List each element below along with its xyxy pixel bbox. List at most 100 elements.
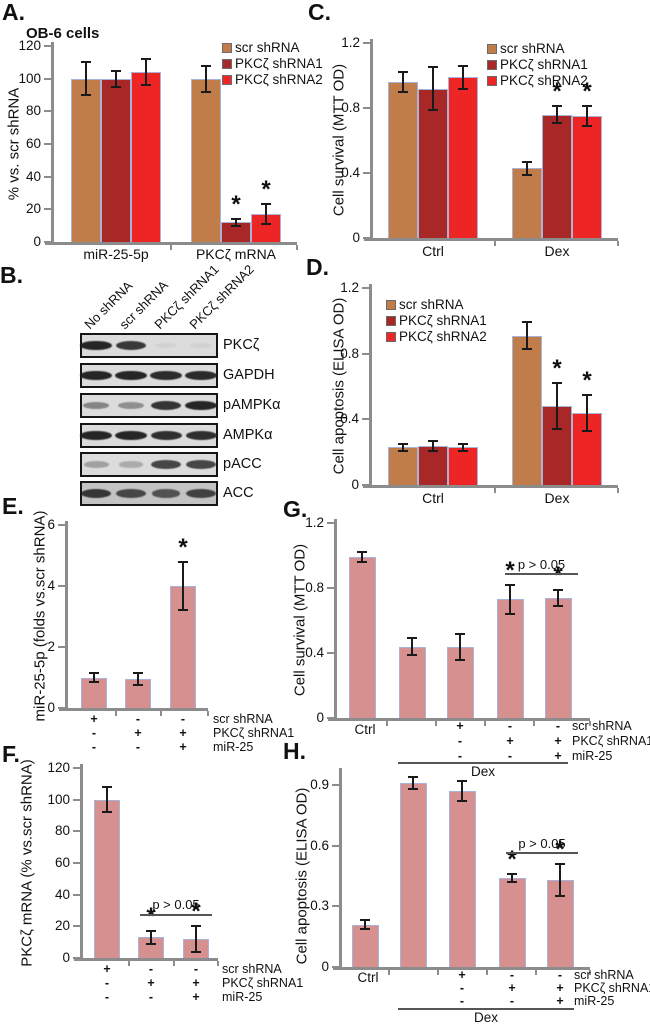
blot-band [83,461,109,468]
condition-sign: - [193,962,199,976]
condition-sign: - [104,976,110,990]
error-bar [205,65,207,92]
error-bar [402,72,404,92]
legend-label: PKCζ shRNA2 [399,329,487,344]
error-bar-cap [428,449,438,452]
error-bar [361,552,363,562]
y-tick [44,45,52,47]
category-label: miR-25-5p [83,246,149,262]
blot-row-label: ACC [223,485,254,501]
error-bar [509,584,511,614]
error-bar-cap [357,561,367,563]
legend-label: scr shRNA [500,41,565,56]
x-axis [74,958,218,961]
error-bar-cap [360,919,370,922]
error-bar [93,672,95,683]
bar [448,77,478,238]
condition-row-label: scr shRNA [572,719,632,733]
bar [191,78,221,242]
y-axis-label: PKCζ mRNA (% vs.scr shRNA) [18,759,36,967]
bar [448,791,476,967]
bar [512,168,542,238]
x-axis [363,485,618,488]
blot-band [151,489,181,498]
panel-label-F: F. [2,741,20,767]
error-bar-cap [522,160,532,163]
error-bar-cap [582,429,592,432]
y-tick-label: 0 [352,230,360,245]
legend-swatch [386,316,396,326]
pvalue-label: p > 0.05 [518,836,566,851]
bar [544,597,572,718]
condition-sign: - [148,962,154,976]
error-bar-cap [522,173,532,176]
error-bar [432,440,434,451]
legend-swatch [487,76,497,86]
blot-band [115,430,147,441]
y-tick-label: 0 [316,710,324,725]
y-tick [362,484,370,486]
y-tick [58,707,66,709]
error-bar-cap [505,613,515,615]
condition-sign: + [192,976,200,990]
error-bar [265,204,267,225]
dex-span-label: Dex [473,1010,498,1025]
condition-sign: + [508,981,516,995]
error-bar-cap [457,779,467,782]
y-tick [44,241,52,243]
x-category-ctrl: Ctrl [357,970,379,985]
x-tick [589,970,591,975]
y-tick-label: 1.2 [340,280,359,295]
y-tick-label: 0 [47,700,55,715]
condition-sign: - [135,712,141,726]
error-bar [557,589,559,606]
y-tick-label: 0 [351,477,359,492]
y-tick-label: 6 [47,517,55,532]
blot-band [186,489,216,498]
bar [446,646,474,718]
error-bar-cap [552,428,562,431]
bar [542,114,572,238]
y-tick-label: 1.2 [341,35,360,50]
condition-sign: + [554,734,562,748]
panel-label-B: B. [0,262,23,288]
condition-sign: + [554,749,562,763]
bar [418,445,448,485]
x-tick [589,721,591,726]
x-tick [533,721,535,726]
condition-sign: + [103,962,111,976]
y-tick-label: 0 [62,950,70,965]
y-tick [362,418,370,421]
error-bar-cap [408,788,418,791]
panel-label-A: A. [2,0,25,25]
condition-sign: - [148,990,154,1004]
error-bar-cap [552,382,562,385]
y-tick [363,172,371,174]
pvalue-bracket [140,914,212,916]
error-bar [195,926,197,952]
blot-band [118,461,144,468]
legend-swatch [222,59,232,69]
error-bar-cap [191,925,201,928]
significance-asterisk: * [178,533,188,561]
significance-asterisk: * [507,845,517,873]
error-bar-cap [141,84,151,87]
error-bar [364,920,366,929]
y-tick [363,107,371,109]
error-bar-cap [553,604,563,607]
error-bar-cap [407,637,417,640]
condition-sign: + [456,719,464,733]
error-bar-cap [146,930,156,933]
error-bar-cap [81,94,91,96]
y-tick-label: 120 [18,38,41,53]
x-axis [59,708,208,711]
y-tick-label: 0.8 [305,580,324,595]
y-tick [44,77,52,80]
condition-row-label: miR-25 [213,740,254,754]
condition-row-label: PKCζ shRNA1 [572,734,650,748]
condition-sign: - [459,981,465,995]
condition-sign: - [509,968,515,982]
error-bar-cap [428,439,438,442]
bar [348,557,376,718]
y-axis [51,42,54,245]
